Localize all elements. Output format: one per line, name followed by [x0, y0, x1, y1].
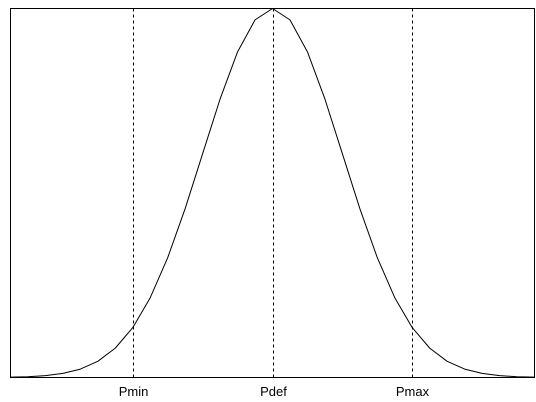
plot-frame: [10, 8, 535, 378]
x-tick-label: Pdef: [260, 384, 287, 399]
x-tick-label: Pmin: [119, 384, 149, 399]
curve: [10, 8, 535, 378]
x-tick-label: Pmax: [396, 384, 430, 399]
